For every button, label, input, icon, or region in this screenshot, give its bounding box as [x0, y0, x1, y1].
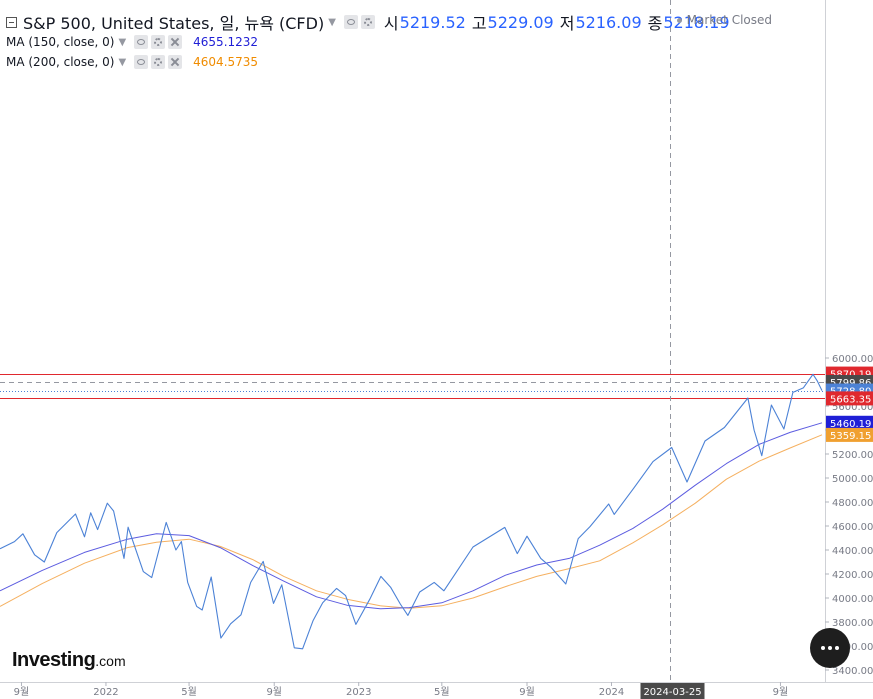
- gear-icon[interactable]: [151, 55, 166, 69]
- ma150-line[interactable]: [0, 422, 823, 610]
- price-axis-label-bg: [826, 415, 873, 430]
- chevron-down-icon[interactable]: ▼: [328, 16, 336, 28]
- y-tick-label: 4800.00: [832, 498, 873, 509]
- indicator-row-ma200: MA (200, close, 0) ▼ 4604.5735: [6, 55, 258, 69]
- dot-icon: [828, 646, 832, 650]
- price-axis-label: 5799.86: [830, 378, 871, 389]
- logo-suffix: .com: [95, 653, 126, 669]
- x-tick-label: 5월: [434, 686, 450, 698]
- price-axis-label-bg: [826, 391, 873, 406]
- x-tick-label: 2022: [93, 687, 118, 698]
- ma150-value: 4655.1232: [193, 35, 259, 49]
- market-status-text: Market Closed: [686, 13, 772, 27]
- more-options-button[interactable]: [810, 628, 850, 668]
- crosshair-date-label: 2024-03-25: [643, 687, 701, 698]
- price-axis-label-bg: [826, 427, 873, 442]
- close-icon[interactable]: [168, 55, 183, 69]
- eye-icon[interactable]: [343, 15, 358, 29]
- gear-icon[interactable]: [151, 35, 166, 49]
- eye-icon[interactable]: [134, 55, 149, 69]
- x-tick-label: 9월: [773, 686, 789, 698]
- y-tick-label: 6000.00: [832, 354, 873, 365]
- low-value: 5216.09: [575, 12, 642, 32]
- collapse-icon[interactable]: [6, 16, 17, 28]
- status-dot-icon: [676, 17, 682, 23]
- y-tick-label: 4000.00: [832, 594, 873, 605]
- y-tick-label: 4400.00: [832, 546, 873, 557]
- ma150-label: MA (150, close, 0): [6, 35, 115, 49]
- crosshair-date-label-bg: [640, 683, 705, 699]
- y-tick-label: 4600.00: [832, 522, 873, 533]
- dot-icon: [835, 646, 839, 650]
- y-tick-label: 3400.00: [832, 666, 873, 677]
- symbol-title: S&P 500, United States, 일, 뉴욕 (CFD): [23, 14, 325, 33]
- price-axis-label: 5359.15: [830, 431, 871, 442]
- y-tick-label: 4200.00: [832, 570, 873, 581]
- y-tick-label: 3600.00: [832, 642, 873, 653]
- market-status: Market Closed: [676, 13, 772, 27]
- indicator-row-ma150: MA (150, close, 0) ▼ 4655.1232: [6, 35, 258, 49]
- chevron-down-icon[interactable]: ▼: [118, 56, 127, 68]
- price-axis-label: 5663.35: [830, 394, 871, 405]
- ma200-label: MA (200, close, 0): [6, 55, 115, 69]
- price-line[interactable]: [0, 373, 823, 650]
- low-label: 저: [559, 14, 575, 33]
- y-tick-label: 5600.00: [832, 402, 873, 413]
- x-tick-label: 5월: [181, 686, 197, 698]
- price-axis-label: 5460.19: [830, 419, 871, 430]
- ma200-value: 4604.5735: [193, 55, 259, 69]
- x-tick-label: 2023: [346, 687, 371, 698]
- close-value: 5218.19: [663, 12, 730, 32]
- y-tick-label: 3800.00: [832, 618, 873, 629]
- ma200-line[interactable]: [0, 434, 823, 609]
- gear-icon[interactable]: [360, 15, 375, 29]
- open-label: 시: [383, 14, 399, 33]
- eye-icon[interactable]: [134, 35, 149, 49]
- y-tick-label: 5200.00: [832, 450, 873, 461]
- close-label: 종: [647, 14, 663, 33]
- high-label: 고: [471, 14, 487, 33]
- x-tick-label: 2024: [599, 687, 624, 698]
- logo-main: Investing: [12, 649, 96, 671]
- x-tick-label: 9월: [266, 686, 282, 698]
- dot-icon: [821, 646, 825, 650]
- investing-logo: Investing .com: [12, 649, 126, 672]
- open-value: 5219.52: [399, 12, 466, 32]
- chevron-down-icon[interactable]: ▼: [118, 36, 127, 48]
- y-tick-label: 5000.00: [832, 474, 873, 485]
- close-icon[interactable]: [168, 35, 183, 49]
- x-tick-label: 9월: [519, 686, 535, 698]
- high-value: 5229.09: [487, 12, 554, 32]
- x-tick-label: 9월: [14, 686, 30, 698]
